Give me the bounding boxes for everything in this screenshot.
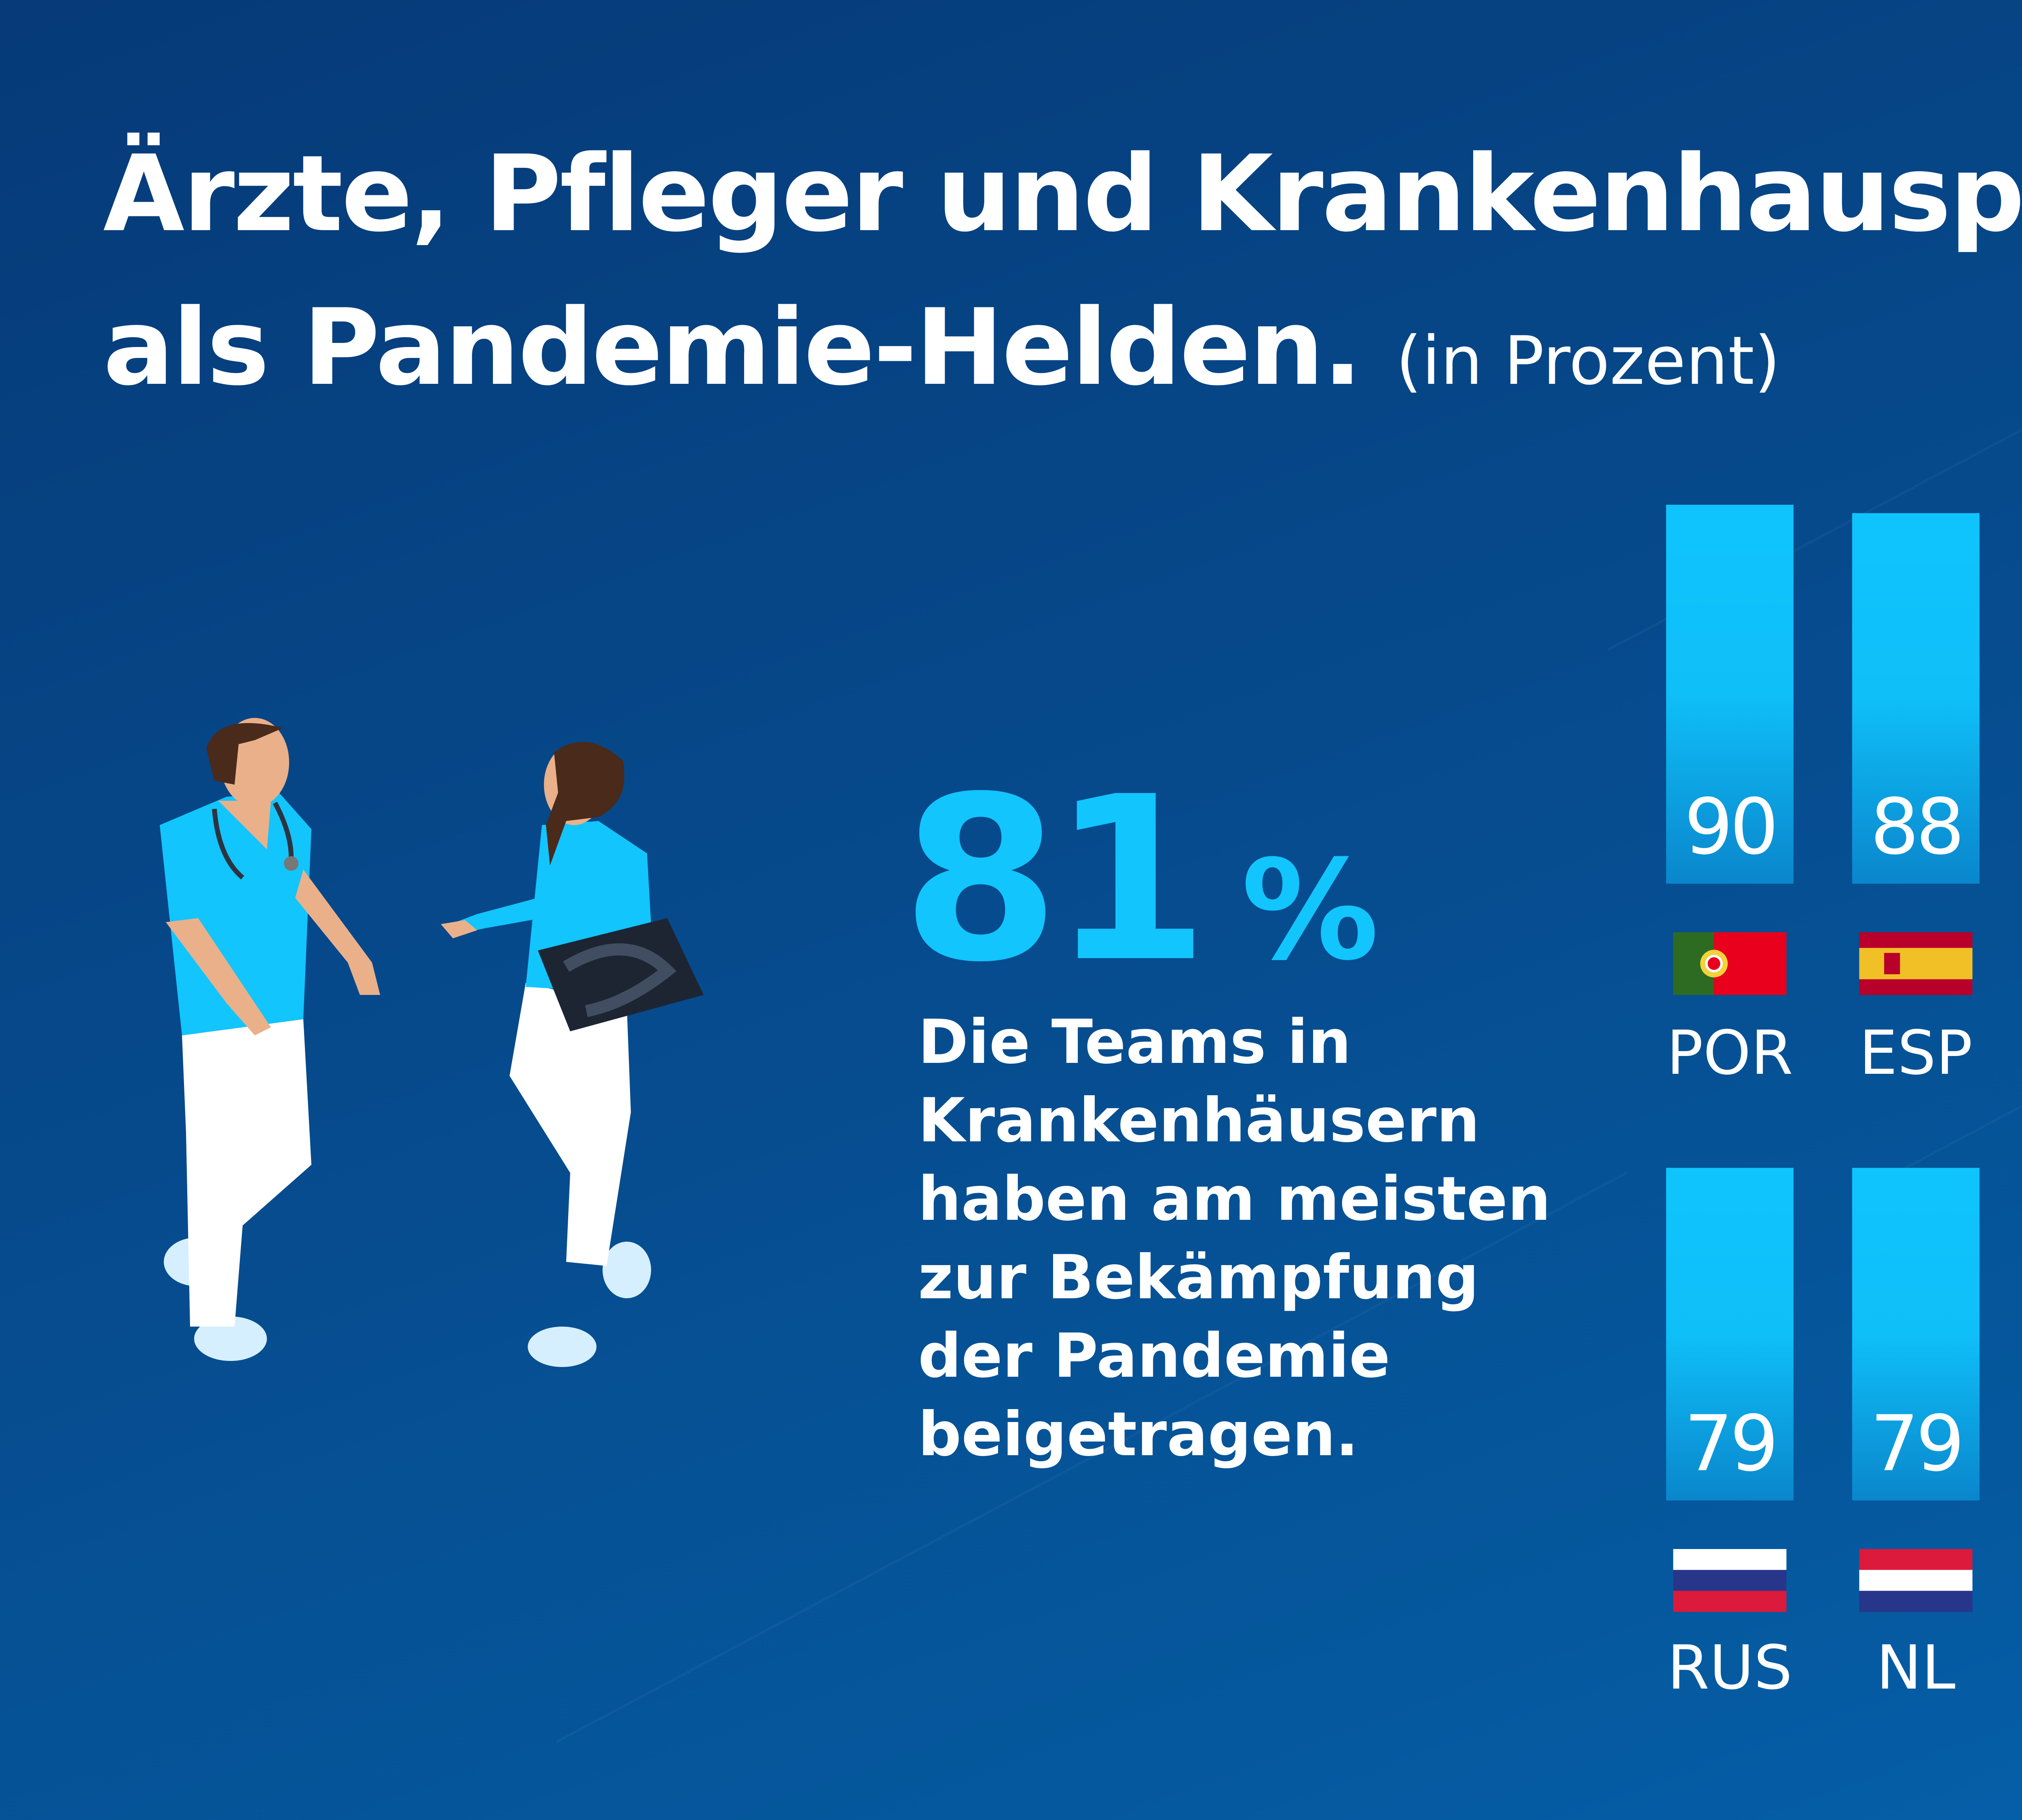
- doctor-neck: [218, 801, 271, 849]
- bar-value-label: 79: [1684, 1399, 1776, 1488]
- category-label: NL: [1876, 1633, 1956, 1703]
- nurse-hair: [546, 742, 624, 866]
- doctor-arm-right: [295, 870, 380, 995]
- spain-flag-icon: [1859, 932, 1973, 995]
- flag-stripe: [1673, 1591, 1787, 1612]
- portugal-flag-icon: [1673, 932, 1787, 995]
- doctor-hair: [206, 723, 283, 785]
- bar: [1852, 1168, 1980, 1500]
- category-label: POR: [1667, 1018, 1793, 1088]
- flag-emblem: [1705, 954, 1723, 973]
- title-line-2-text: als Pandemie-Helden.: [103, 287, 1362, 409]
- bar-group-esp: 88 ESP: [1852, 513, 1980, 1088]
- highlight-description: Die Teams in Krankenhäusern haben am mei…: [918, 1003, 1565, 1474]
- highlight-unit: %: [1241, 831, 1379, 991]
- description-line: Krankenhäusern: [918, 1086, 1480, 1156]
- russia-flag-icon: [1673, 1549, 1787, 1612]
- highlight-value: 81: [902, 748, 1209, 1012]
- title-unit: (in Prozent): [1396, 322, 1781, 400]
- flag-stripe: [1859, 948, 1973, 980]
- nurse-hand: [441, 920, 477, 938]
- bar-group-por: 90 POR: [1666, 505, 1794, 1088]
- chart-row-1: 90POR88ESP86UK84AUT83CZ82IT81BEL81CH: [1666, 505, 1980, 1088]
- title-line-1: Ärzte, Pfleger und Krankenhauspersonal: [103, 133, 2022, 255]
- bar-group-nl: 79 NL: [1852, 1168, 1980, 1703]
- female-nurse-figure: [441, 742, 704, 1367]
- category-label: ESP: [1859, 1018, 1972, 1088]
- bar: [1666, 1168, 1794, 1500]
- category-label: RUS: [1667, 1633, 1792, 1703]
- description-line: Die Teams in: [918, 1007, 1352, 1077]
- medical-staff-illustration: [160, 718, 704, 1367]
- xray-shape: [563, 943, 677, 1017]
- xray-film-icon: [538, 918, 704, 1031]
- bar: [1852, 513, 1980, 884]
- flag-stripe: [1859, 1591, 1973, 1612]
- flag-emblem: [1884, 953, 1900, 974]
- bar-value-label: 90: [1684, 782, 1776, 872]
- doctor-trousers: [182, 1019, 311, 1327]
- bar: [1666, 505, 1794, 884]
- doctor-arm-left: [166, 918, 271, 1035]
- flag-stripe: [1673, 1549, 1787, 1570]
- bar-value-label: 88: [1870, 782, 1962, 872]
- description-line: haben am meisten: [918, 1164, 1551, 1234]
- doctor-shoe-right: [194, 1316, 267, 1361]
- page-title: Ärzte, Pfleger und Krankenhauspersonal a…: [103, 117, 2022, 438]
- nurse-shoe-left: [528, 1327, 596, 1367]
- flag-stripe: [1673, 1570, 1787, 1591]
- highlight-stat: 81%: [902, 748, 1379, 1012]
- title-line-2: als Pandemie-Helden. (in Prozent): [103, 271, 2022, 438]
- stethoscope-icon: [212, 802, 294, 880]
- doctor-scrub-top: [160, 793, 311, 1035]
- description-line: der Pandemie: [918, 1321, 1390, 1391]
- description-line: zur Bekämpfung: [918, 1242, 1479, 1313]
- netherlands-flag-icon: [1859, 1549, 1973, 1612]
- bar-value-label: 79: [1870, 1399, 1962, 1488]
- chart-rows: 90POR88ESP86UK84AUT83CZ82IT81BEL81CH79RU…: [1666, 505, 1980, 1703]
- chart-row-2: 79RUS79NL79GER77SER77FRA76UKR73POL: [1666, 1168, 1980, 1703]
- stethoscope-chestpiece: [284, 856, 298, 871]
- male-doctor-figure: [160, 718, 380, 1361]
- description-line: beigetragen.: [918, 1399, 1359, 1470]
- nurse-shoe-right: [603, 1242, 651, 1298]
- bar-group-rus: 79 RUS: [1666, 1168, 1794, 1703]
- flag-stripe: [1859, 1570, 1973, 1591]
- flag-stripe: [1859, 1549, 1973, 1570]
- nurse-trousers: [510, 983, 631, 1266]
